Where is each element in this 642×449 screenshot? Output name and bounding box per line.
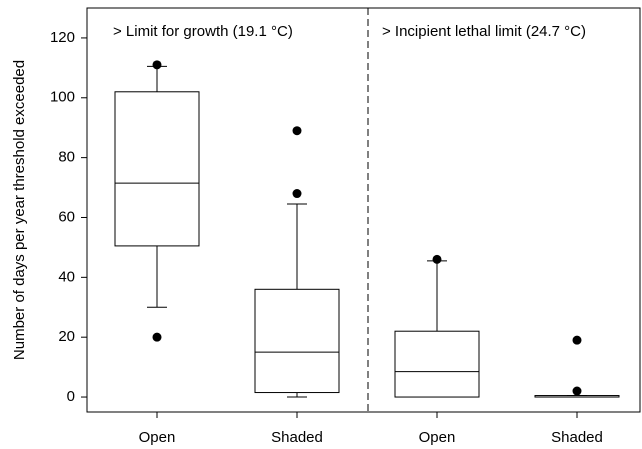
y-tick-label: 120 xyxy=(50,29,75,46)
panel-label: > Limit for growth (19.1 °C) xyxy=(113,23,293,40)
x-tick-label: Open xyxy=(139,429,176,446)
x-tick-label: Shaded xyxy=(551,429,603,446)
x-tick-label: Open xyxy=(419,429,456,446)
y-tick-label: 100 xyxy=(50,89,75,106)
outlier xyxy=(572,386,582,396)
outlier xyxy=(152,332,162,342)
x-tick-label: Shaded xyxy=(271,429,323,446)
plot-frame xyxy=(86,7,641,413)
outlier xyxy=(292,189,302,199)
outlier xyxy=(572,335,582,345)
y-tick-label: 80 xyxy=(58,149,75,166)
y-tick-label: 20 xyxy=(58,328,75,345)
box xyxy=(394,330,480,398)
outlier xyxy=(432,254,442,264)
box xyxy=(254,288,340,394)
y-tick-label: 40 xyxy=(58,268,75,285)
box xyxy=(114,91,200,247)
y-tick-label: 60 xyxy=(58,208,75,225)
outlier xyxy=(152,60,162,70)
y-axis-label: Number of days per year threshold exceed… xyxy=(11,60,28,360)
y-tick-label: 0 xyxy=(67,388,75,405)
panel-label: > Incipient lethal limit (24.7 °C) xyxy=(382,23,586,40)
outlier xyxy=(292,126,302,136)
